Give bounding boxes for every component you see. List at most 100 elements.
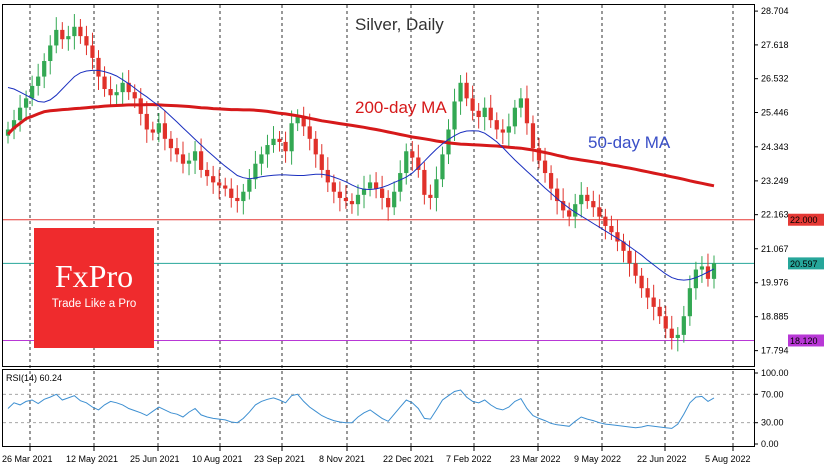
candle-body xyxy=(301,117,306,127)
candle-body xyxy=(180,154,186,164)
rsi-tick-label: 100.00 xyxy=(761,368,789,378)
candle-body xyxy=(259,154,264,164)
candle-body xyxy=(36,76,41,86)
ma50-annotation: 50-day MA xyxy=(588,133,671,152)
candle-body xyxy=(168,138,174,149)
candle-body xyxy=(289,123,294,152)
date-tick-label: 26 Mar 2021 xyxy=(2,454,53,464)
candle-body xyxy=(72,26,77,37)
level-tag xyxy=(788,257,824,270)
rsi-levels xyxy=(3,393,754,424)
candle-body xyxy=(48,45,53,62)
candle-body xyxy=(66,36,71,40)
candle-body xyxy=(422,169,427,195)
candle-body xyxy=(313,138,318,155)
candle-body xyxy=(663,316,668,329)
ma200-line xyxy=(6,103,715,188)
candle-body xyxy=(645,288,650,298)
candle-body xyxy=(343,197,349,202)
candle-body xyxy=(54,29,59,46)
candle-body xyxy=(295,117,300,124)
rsi-tick-label: 0.00 xyxy=(761,439,779,449)
candle-body xyxy=(241,191,246,202)
candle-body xyxy=(633,263,638,276)
candle-body xyxy=(277,138,282,142)
price-tick-label: 26.532 xyxy=(761,74,789,84)
candle-body xyxy=(597,207,602,217)
candle-body xyxy=(639,275,644,289)
rsi-axis: 100.00 70.00 30.00 0.00 xyxy=(754,368,789,449)
candle-body xyxy=(579,194,584,205)
candle-body xyxy=(627,250,632,264)
candle-body xyxy=(651,297,656,307)
candle-body xyxy=(458,82,463,102)
candles xyxy=(5,14,717,352)
candle-body xyxy=(192,151,198,161)
candle-body xyxy=(398,173,403,192)
candle-body xyxy=(687,288,692,317)
candle-body xyxy=(500,129,505,133)
candle-body xyxy=(150,129,155,133)
candle-body xyxy=(464,82,469,99)
candle-body xyxy=(156,123,161,133)
candle-body xyxy=(217,182,222,186)
date-tick-label: 9 May 2022 xyxy=(574,454,621,464)
candle-body xyxy=(476,110,481,118)
candle-body xyxy=(506,126,511,133)
candle-body xyxy=(307,126,312,139)
candle-body xyxy=(108,89,113,96)
candle-body xyxy=(319,154,324,170)
candle-body xyxy=(452,101,457,130)
candle-body xyxy=(548,173,554,189)
fxpro-logo: FxPro Trade Like a Pro xyxy=(34,228,154,348)
price-tick-label: 23.249 xyxy=(761,176,789,186)
candle-body xyxy=(536,148,542,161)
candle-body xyxy=(253,163,258,180)
date-tick-label: 12 May 2021 xyxy=(66,454,118,464)
candle-body xyxy=(30,85,35,99)
candle-body xyxy=(416,157,421,170)
candle-body xyxy=(223,185,228,189)
candle-body xyxy=(198,151,204,170)
price-tick-label: 17.794 xyxy=(761,346,789,356)
candle-body xyxy=(17,107,23,121)
candle-body xyxy=(367,182,373,189)
candle-body xyxy=(470,98,475,111)
candle-body xyxy=(392,191,397,208)
date-axis: 26 Mar 2021 12 May 2021 25 Jun 2021 10 Aug … xyxy=(2,446,751,464)
candle-body xyxy=(530,123,536,149)
date-tick-label: 22 Jun 2022 xyxy=(637,454,687,464)
candle-body xyxy=(693,269,699,289)
price-tick-label: 27.618 xyxy=(761,40,789,50)
candle-body xyxy=(488,107,493,121)
candle-body xyxy=(585,194,590,202)
candle-body xyxy=(11,120,17,130)
candle-body xyxy=(265,145,270,155)
date-tick-label: 7 Feb 2022 xyxy=(446,454,492,464)
date-tick-label: 23 Mar 2022 xyxy=(510,454,561,464)
candle-body xyxy=(699,266,705,270)
candle-body xyxy=(705,266,711,279)
candle-body xyxy=(84,36,89,46)
price-tick-label: 22.163 xyxy=(761,210,789,220)
candle-body xyxy=(410,151,415,158)
candle-body xyxy=(186,160,192,164)
price-tick-label: 21.067 xyxy=(761,244,789,254)
candle-body xyxy=(349,201,355,205)
candle-body xyxy=(554,188,560,202)
candle-body xyxy=(711,263,717,279)
candle-body xyxy=(621,241,626,251)
candle-body xyxy=(591,201,596,208)
price-panel-frame xyxy=(2,4,755,367)
candle-body xyxy=(211,176,216,183)
candle-body xyxy=(404,151,409,174)
candle-body xyxy=(561,201,566,211)
candle-body xyxy=(144,113,149,130)
candle-body xyxy=(235,197,240,202)
candle-body xyxy=(331,182,336,192)
date-tick-label: 22 Dec 2021 xyxy=(383,454,434,464)
date-tick-label: 8 Nov 2021 xyxy=(319,454,365,464)
date-tick-label: 23 Sep 2021 xyxy=(254,454,305,464)
chart-title: Silver, Daily xyxy=(355,15,444,34)
candle-body xyxy=(271,138,276,146)
